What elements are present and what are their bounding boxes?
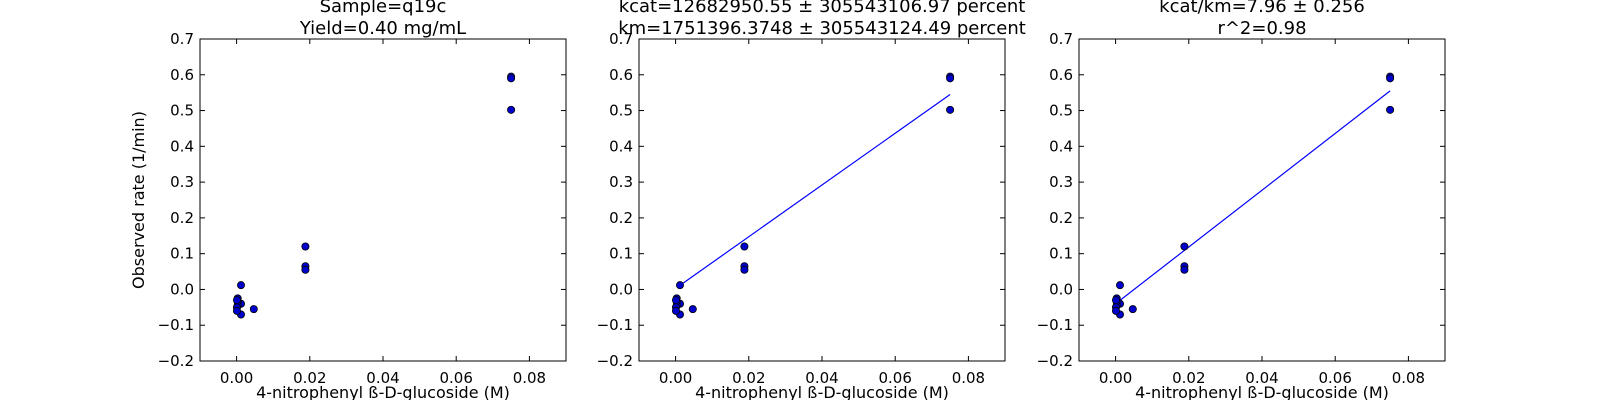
fit-line [678, 93, 951, 287]
chart-panel-2: kcat=12682950.55 ± 305543106.97 percentk… [597, 0, 1026, 400]
data-point [301, 265, 310, 274]
y-tick-label: 0.1 [609, 245, 633, 263]
x-axis-label: 4-nitrophenyl ß-D-glucoside (M) [695, 383, 949, 400]
y-tick-label: −0.1 [158, 316, 194, 334]
y-tick-label: 0.0 [170, 280, 194, 298]
data-point [1111, 296, 1120, 305]
chart-title-line: kcat=12682950.55 ± 305543106.97 percent [619, 0, 1026, 17]
x-tick-label: 0.00 [220, 369, 253, 387]
y-tick-label: 0.5 [170, 102, 194, 120]
x-tick-label: 0.06 [1318, 369, 1351, 387]
x-tick-label: 0.02 [293, 369, 326, 387]
x-tick-label: 0.06 [439, 369, 472, 387]
x-tick-label: 0.08 [513, 369, 546, 387]
data-point [946, 74, 955, 83]
data-point [507, 105, 516, 114]
y-tick-label: −0.1 [597, 316, 633, 334]
data-point [671, 306, 680, 315]
data-point [249, 305, 258, 314]
y-tick-label: −0.2 [158, 352, 194, 370]
y-axis-label: Observed rate (1/min) [129, 111, 148, 289]
y-tick-label: 0.2 [1049, 209, 1073, 227]
data-point [1386, 105, 1395, 114]
data-point [688, 305, 697, 314]
y-tick-label: 0.6 [609, 66, 633, 84]
x-tick-label: 0.02 [1172, 369, 1205, 387]
y-tick-label: 0.4 [170, 137, 194, 155]
data-point [1115, 281, 1124, 290]
y-tick-label: 0.7 [170, 30, 194, 48]
y-tick-label: −0.1 [1037, 316, 1073, 334]
data-point [675, 281, 684, 290]
data-point [232, 306, 241, 315]
y-tick-label: 0.3 [609, 173, 633, 191]
y-tick-label: 0.4 [609, 137, 633, 155]
chart-title-line: kcat/km=7.96 ± 0.256 [1159, 0, 1365, 17]
y-tick-label: 0.6 [1049, 66, 1073, 84]
y-tick-label: −0.2 [1037, 352, 1073, 370]
x-tick-label: 0.08 [952, 369, 985, 387]
data-point [1180, 265, 1189, 274]
x-tick-label: 0.06 [878, 369, 911, 387]
data-point [232, 296, 241, 305]
y-tick-label: 0.7 [609, 30, 633, 48]
data-point [671, 296, 680, 305]
y-tick-label: 0.3 [1049, 173, 1073, 191]
y-tick-label: 0.2 [609, 209, 633, 227]
y-tick-label: 0.1 [170, 245, 194, 263]
data-point [507, 74, 516, 83]
data-point [946, 105, 955, 114]
data-point [236, 281, 245, 290]
y-tick-label: 0.0 [609, 280, 633, 298]
y-tick-label: 0.4 [1049, 137, 1073, 155]
y-tick-label: 0.7 [1049, 30, 1073, 48]
data-point [740, 265, 749, 274]
chart-title-line: Sample=q19c [320, 0, 447, 17]
chart-title-line: km=1751396.3748 ± 305543124.49 percent [618, 18, 1026, 39]
chart-title-line: r^2=0.98 [1217, 18, 1306, 39]
y-tick-label: 0.1 [1049, 245, 1073, 263]
chart-title-line: Yield=0.40 mg/mL [299, 18, 466, 39]
x-axis-label: 4-nitrophenyl ß-D-glucoside (M) [256, 383, 510, 400]
data-point [1180, 242, 1189, 251]
y-tick-label: 0.2 [170, 209, 194, 227]
x-tick-label: 0.02 [732, 369, 765, 387]
data-point [740, 242, 749, 251]
y-tick-label: 0.3 [170, 173, 194, 191]
y-tick-label: −0.2 [597, 352, 633, 370]
y-tick-label: 0.0 [1049, 280, 1073, 298]
y-tick-label: 0.5 [1049, 102, 1073, 120]
fit-line [1115, 90, 1391, 305]
x-tick-label: 0.08 [1392, 369, 1425, 387]
x-tick-label: 0.04 [805, 369, 838, 387]
data-point [1386, 74, 1395, 83]
x-axis-label: 4-nitrophenyl ß-D-glucoside (M) [1135, 383, 1389, 400]
x-tick-label: 0.00 [1099, 369, 1132, 387]
y-tick-label: 0.6 [170, 66, 194, 84]
x-tick-label: 0.04 [1245, 369, 1278, 387]
data-point [301, 242, 310, 251]
y-tick-label: 0.5 [609, 102, 633, 120]
x-tick-label: 0.00 [659, 369, 692, 387]
data-point [1128, 305, 1137, 314]
x-tick-label: 0.04 [366, 369, 399, 387]
data-point [1111, 306, 1120, 315]
